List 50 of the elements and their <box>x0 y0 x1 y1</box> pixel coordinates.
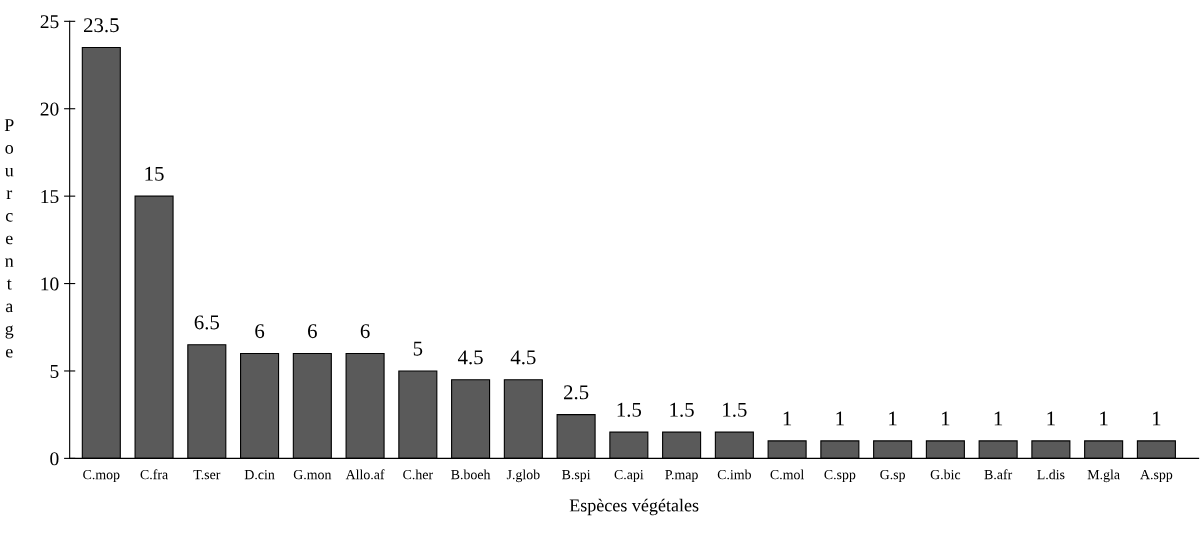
y-tick-label: 15 <box>41 190 59 204</box>
text: Pourcentage <box>4 119 14 358</box>
x-tick-label: C.mol <box>770 469 805 480</box>
x-tick-label: Allo.af <box>345 469 385 480</box>
x-tick-label: M.gla <box>1087 469 1120 483</box>
data-label: 1 <box>1047 411 1055 426</box>
data-label: 6 <box>308 324 317 339</box>
y-tick-label: 20 <box>40 102 59 116</box>
x-tick-label: B.boeh <box>451 469 491 480</box>
x-tick-label: J.glob <box>506 469 540 483</box>
data-label: 6 <box>255 324 265 339</box>
y-tick-label: 10 <box>41 277 59 291</box>
x-tick-label: G.bic <box>930 469 961 480</box>
data-label: 6 <box>360 324 370 339</box>
data-label: 1 <box>1100 411 1108 426</box>
data-label: 1 <box>1153 411 1161 426</box>
y-tick-label: 25 <box>40 15 59 29</box>
y-tick-label: 5 <box>50 364 59 378</box>
data-label: 2.5 <box>563 385 589 400</box>
x-tick-label: G.mon <box>293 469 332 480</box>
data-label: 1.5 <box>617 402 642 417</box>
x-tick-label: C.mop <box>83 469 120 483</box>
data-label: 1 <box>942 411 950 426</box>
y-tick-label: 0 <box>50 452 59 466</box>
x-tick-label: T.ser <box>193 470 221 480</box>
x-tick-label: C.fra <box>140 469 168 480</box>
x-tick-label: C.spp <box>824 469 856 483</box>
data-label: 1 <box>836 411 844 426</box>
x-tick-label: B.afr <box>984 469 1013 480</box>
x-tick-label: C.imb <box>717 469 751 480</box>
data-label: 1.5 <box>670 402 694 417</box>
data-label: 1 <box>994 411 1003 426</box>
data-label: 6.5 <box>194 315 220 330</box>
data-label: 15 <box>145 166 164 181</box>
x-tick-label: P.map <box>665 470 698 483</box>
x-axis-title: Espèces végétales <box>569 498 699 516</box>
data-label: 5 <box>413 341 423 356</box>
data-label: 1 <box>889 411 897 426</box>
x-tick-label: B.spi <box>562 469 591 483</box>
x-tick-label: L.dis <box>1037 469 1065 480</box>
data-label: 1 <box>783 411 792 426</box>
x-tick-label: C.api <box>614 469 644 483</box>
data-label: 1.5 <box>723 402 747 417</box>
x-tick-label: C.her <box>403 469 433 480</box>
x-tick-label: A.spp <box>1140 469 1173 483</box>
data-label: 23.5 <box>84 18 119 33</box>
x-tick-label: D.cin <box>244 469 275 480</box>
data-label: 4.5 <box>457 350 483 365</box>
data-label: 4.5 <box>510 350 536 365</box>
x-tick-label: G.sp <box>880 469 906 483</box>
